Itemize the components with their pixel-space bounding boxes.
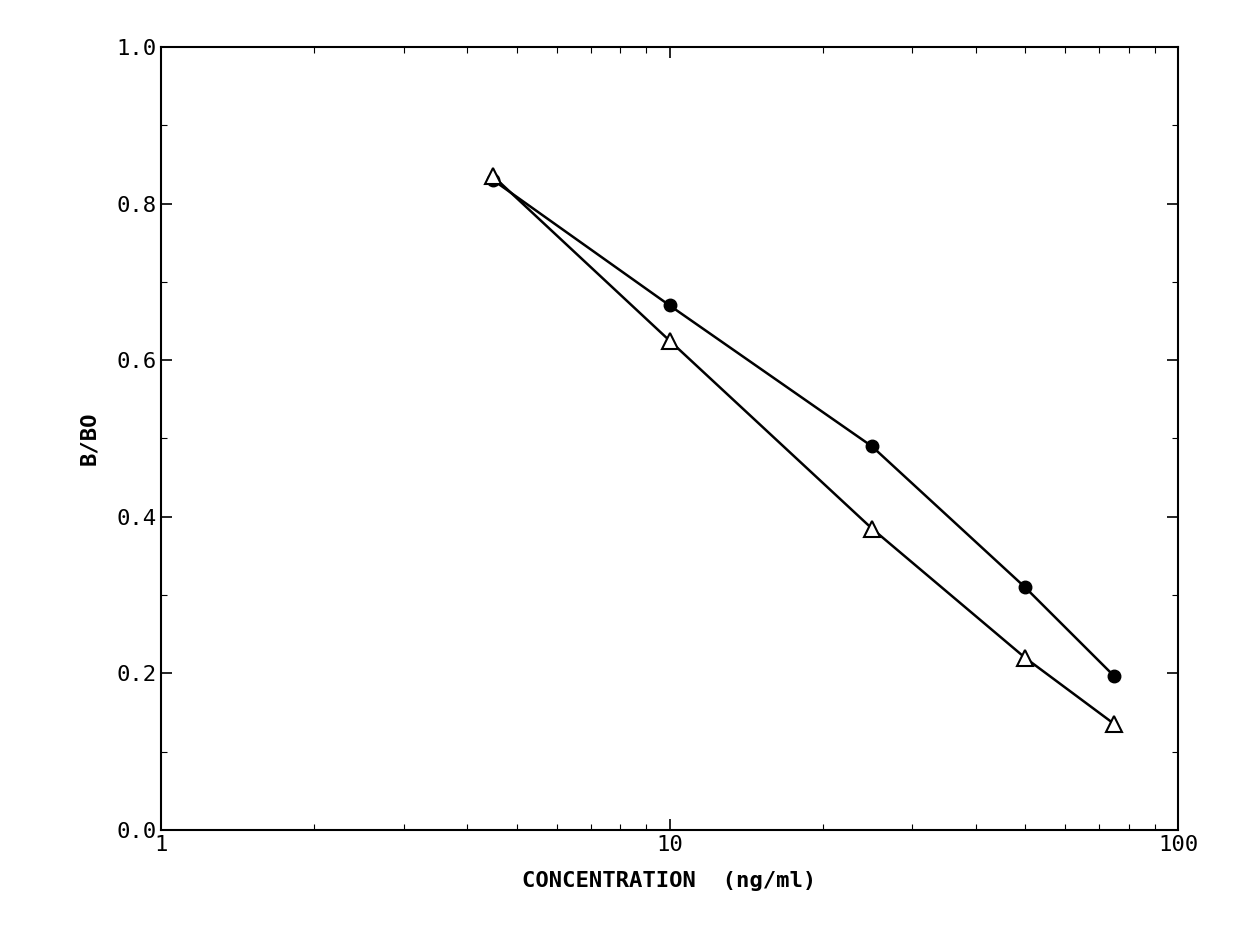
Y-axis label: B/BO: B/BO (79, 412, 99, 465)
X-axis label: CONCENTRATION  (ng/ml): CONCENTRATION (ng/ml) (522, 871, 817, 891)
